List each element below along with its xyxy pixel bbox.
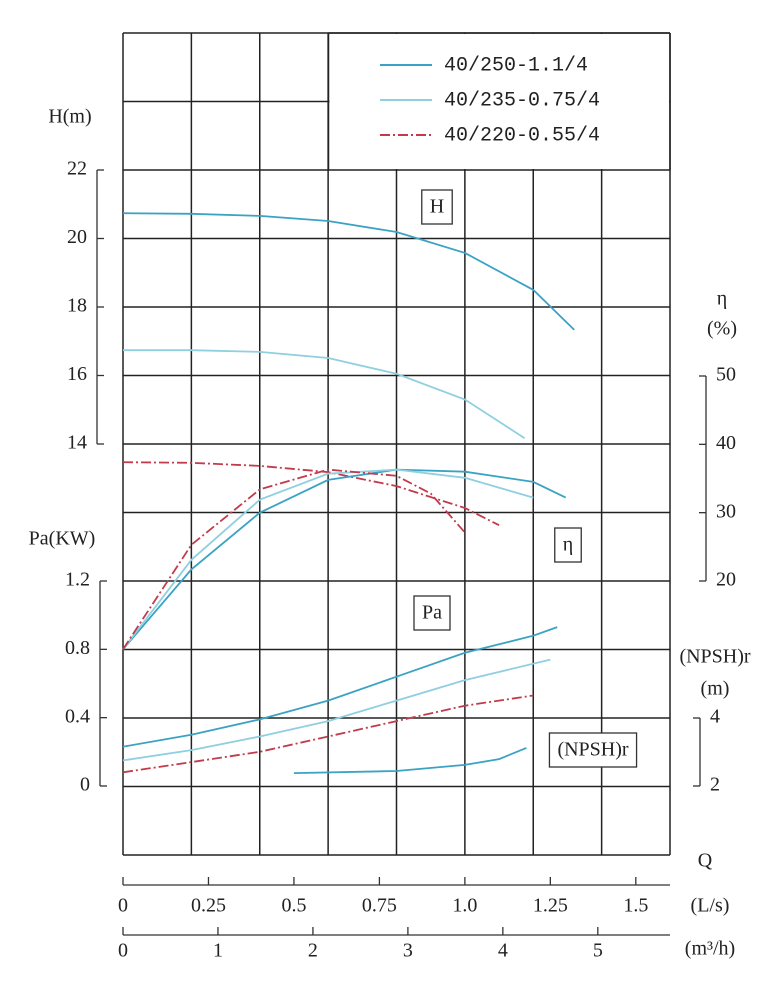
- y-tick-label: 30: [716, 500, 736, 522]
- legend-label: 40/250-1.1/4: [444, 54, 588, 77]
- curve: [122, 461, 500, 527]
- curve: [293, 747, 527, 774]
- x-tick-label: 1.5: [623, 895, 648, 917]
- y-tick-label: 20: [716, 569, 736, 591]
- curve: [122, 468, 466, 650]
- y-tick-label: 40: [716, 432, 736, 454]
- x-axis-label: Q: [698, 850, 713, 872]
- curve: [122, 468, 567, 650]
- x2-tick-label: 5: [593, 940, 603, 962]
- legend-label: 40/220-0.55/4: [444, 124, 600, 147]
- x-tick-label: 0.75: [362, 895, 397, 917]
- curve: [122, 212, 575, 331]
- annotation-box: [548, 732, 638, 768]
- x-tick-label: 0.25: [191, 895, 226, 917]
- x2-tick-label: 3: [403, 940, 413, 962]
- y-tick-label: 1.2: [65, 569, 90, 591]
- curve: [122, 658, 551, 762]
- legend-label: 40/235-0.75/4: [444, 89, 600, 112]
- y-tick-label: 16: [67, 363, 87, 385]
- y-tick-label: 2: [710, 774, 720, 796]
- y-tick-label: 0.4: [65, 705, 90, 727]
- x-axis-unit: (L/s): [691, 895, 730, 917]
- x-tick-label: 1.25: [533, 895, 568, 917]
- y-axis-label: η: [717, 288, 727, 310]
- x-tick-label: 1.0: [452, 895, 477, 917]
- y-tick-label: 0: [80, 774, 90, 796]
- y-tick-label: 18: [67, 295, 87, 317]
- x2-axis-unit: (m³/h): [685, 938, 735, 960]
- y-axis-label: Pa(KW): [29, 528, 96, 550]
- curve-annotation: H: [430, 196, 444, 218]
- y-axis-label: H(m): [48, 106, 91, 128]
- y-tick-label: 22: [67, 158, 87, 180]
- curve: [122, 468, 534, 650]
- y-tick-label: 14: [67, 432, 87, 454]
- curve-annotation: η: [563, 534, 573, 556]
- y-axis-label: (NPSH)r: [679, 646, 750, 668]
- x2-tick-label: 2: [308, 940, 318, 962]
- x2-tick-label: 0: [118, 940, 128, 962]
- curve: [122, 694, 534, 774]
- annotation-box: [421, 189, 453, 225]
- annotation-box: [413, 595, 451, 631]
- curve: [122, 626, 558, 748]
- y-tick-label: 0.8: [65, 637, 90, 659]
- x2-tick-label: 4: [498, 940, 508, 962]
- y-axis-unit: (m): [701, 678, 730, 700]
- curve-annotation: (NPSH)r: [557, 739, 628, 761]
- annotation-box: [554, 527, 582, 563]
- y-tick-label: 20: [67, 226, 87, 248]
- y-tick-label: 50: [716, 364, 736, 386]
- curve-annotation: Pa: [422, 602, 442, 624]
- y-tick-label: 4: [710, 706, 720, 728]
- legend-box: [329, 34, 669, 169]
- x2-tick-label: 1: [213, 940, 223, 962]
- x-tick-label: 0.5: [281, 895, 306, 917]
- y-axis-unit: (%): [707, 318, 737, 340]
- x-tick-label: 0: [118, 895, 128, 917]
- curve: [123, 349, 526, 439]
